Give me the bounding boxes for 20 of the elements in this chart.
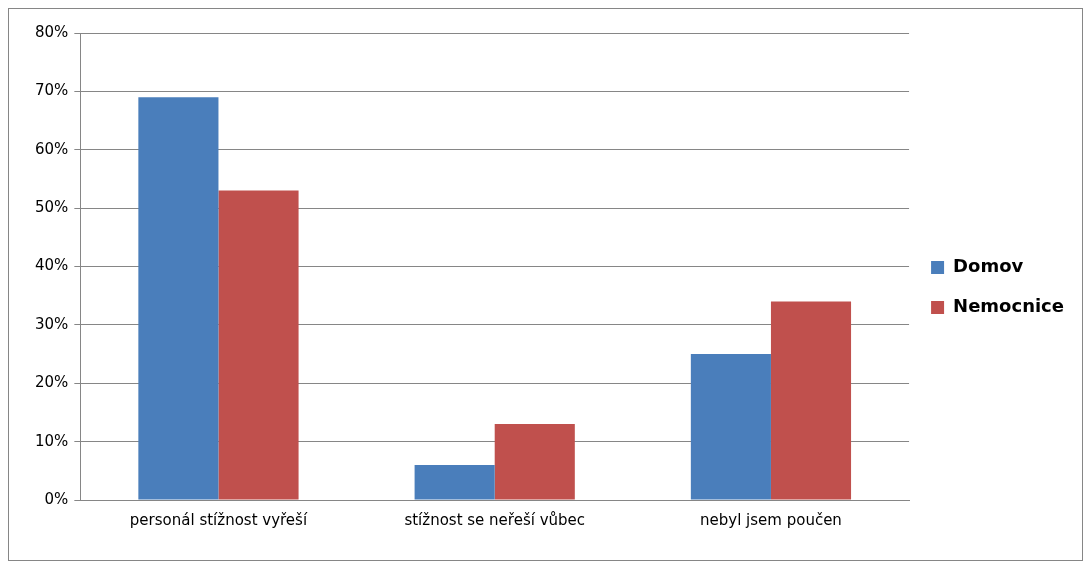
legend-label: Domov: [953, 255, 1024, 277]
bar: [494, 424, 575, 500]
y-tick-label: 30%: [35, 314, 69, 333]
y-tick-label: 0%: [44, 489, 69, 508]
y-tick-label: 50%: [35, 198, 69, 217]
y-tick-label: 80%: [35, 22, 69, 41]
x-tick-label: personál stížnost vyřeší: [129, 510, 308, 529]
y-tick-label: 70%: [35, 81, 69, 100]
y-tick-label: 60%: [35, 139, 69, 158]
bar: [138, 97, 219, 500]
x-tick-label: stížnost se neřeší vůbec: [404, 510, 586, 529]
bar: [770, 301, 852, 500]
bar: [414, 464, 495, 500]
x-tick-label: nebyl jsem poučen: [700, 510, 842, 529]
bar: [690, 354, 771, 500]
y-tick-label: 40%: [35, 256, 69, 275]
legend-label: Nemocnice: [953, 295, 1065, 317]
y-tick-label: 20%: [35, 373, 69, 392]
bar: [218, 190, 299, 500]
y-tick-label: 10%: [35, 431, 69, 450]
